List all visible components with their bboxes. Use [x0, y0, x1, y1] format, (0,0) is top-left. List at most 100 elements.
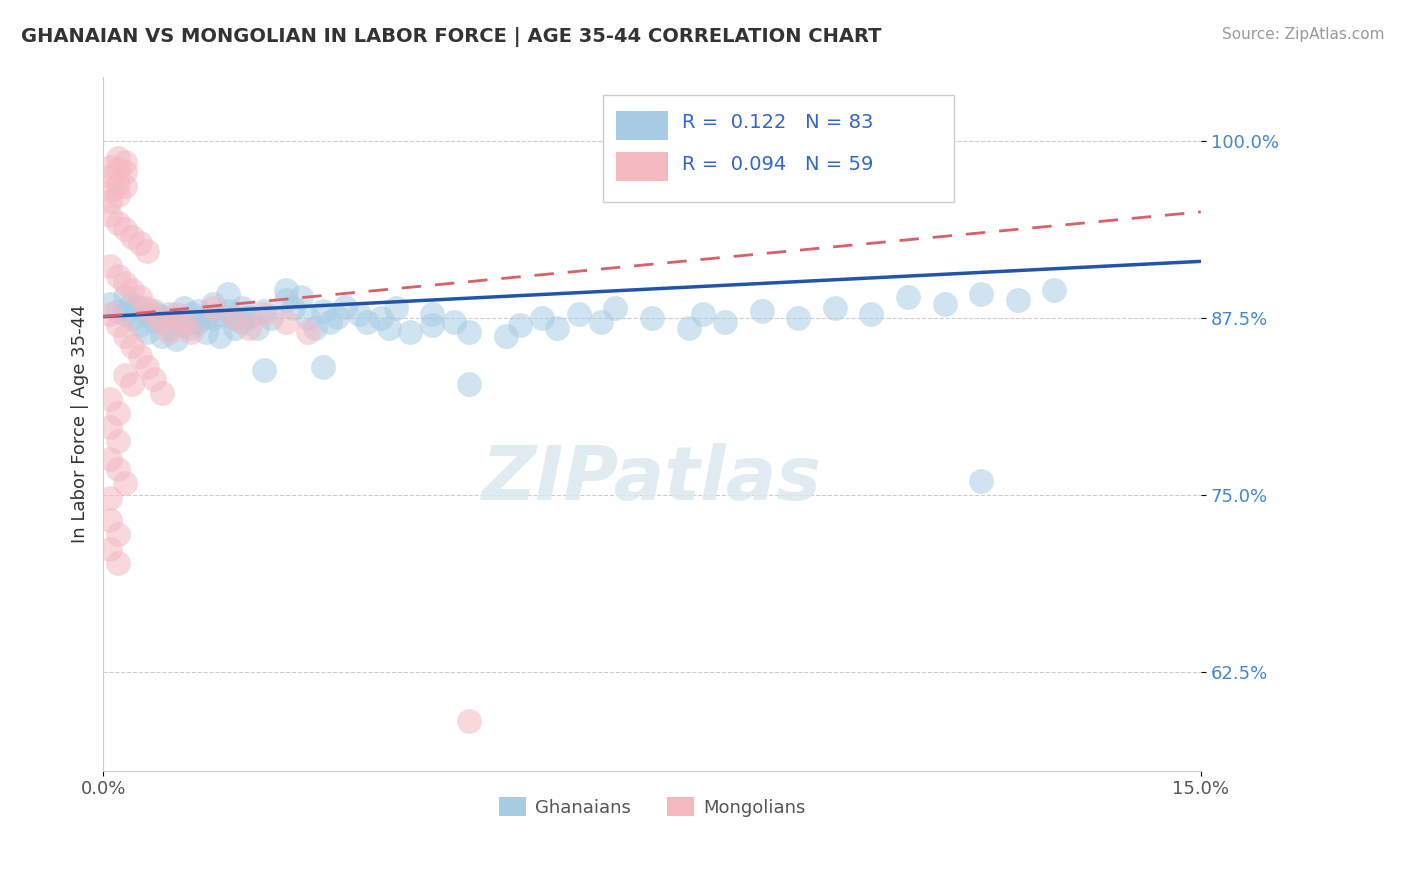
Point — [121, 310, 143, 325]
Point — [224, 321, 246, 335]
Point — [824, 301, 846, 315]
Point — [114, 307, 136, 321]
Point — [143, 304, 166, 318]
Point — [128, 301, 150, 315]
Point — [100, 208, 122, 222]
Point — [290, 290, 312, 304]
Point — [458, 377, 481, 392]
Point — [128, 349, 150, 363]
Point — [100, 160, 122, 174]
Point — [201, 310, 224, 325]
Point — [100, 194, 122, 208]
Point — [121, 283, 143, 297]
Point — [100, 259, 122, 273]
Point — [157, 307, 180, 321]
Point — [224, 310, 246, 325]
Point — [121, 339, 143, 353]
Point — [143, 307, 166, 321]
FancyBboxPatch shape — [603, 95, 953, 202]
Point — [238, 310, 260, 324]
Point — [121, 230, 143, 244]
Point — [568, 307, 591, 321]
Point — [136, 301, 159, 315]
Point — [304, 321, 326, 335]
Point — [100, 392, 122, 406]
Point — [194, 310, 217, 324]
Point — [121, 377, 143, 392]
Point — [209, 307, 232, 321]
Point — [107, 216, 129, 230]
Point — [180, 307, 202, 321]
Point — [114, 329, 136, 343]
Point — [114, 476, 136, 491]
Point — [100, 297, 122, 311]
Point — [100, 420, 122, 434]
Point — [253, 304, 276, 318]
Point — [107, 177, 129, 191]
Point — [897, 290, 920, 304]
Point — [114, 165, 136, 179]
Point — [422, 318, 444, 332]
Point — [107, 162, 129, 177]
Point — [100, 541, 122, 556]
Point — [157, 325, 180, 339]
Point — [385, 301, 408, 315]
Point — [173, 301, 195, 315]
Point — [136, 360, 159, 375]
Point — [107, 304, 129, 318]
Point — [678, 321, 700, 335]
Point — [283, 301, 305, 315]
Point — [495, 329, 517, 343]
Point — [150, 386, 173, 401]
Point — [274, 315, 297, 329]
Point — [136, 325, 159, 339]
Point — [751, 304, 773, 318]
Point — [100, 513, 122, 527]
Point — [107, 434, 129, 448]
Point — [100, 184, 122, 198]
Point — [150, 329, 173, 343]
Point — [187, 315, 209, 329]
Point — [143, 372, 166, 386]
Point — [509, 318, 531, 332]
Point — [217, 286, 239, 301]
Point — [311, 304, 333, 318]
Point — [970, 286, 993, 301]
Point — [143, 314, 166, 328]
Point — [231, 315, 253, 329]
Point — [107, 151, 129, 165]
Point — [297, 310, 319, 325]
Point — [150, 310, 173, 324]
Point — [356, 315, 378, 329]
Point — [100, 452, 122, 467]
Point — [114, 155, 136, 169]
Point — [107, 462, 129, 476]
Point — [107, 527, 129, 541]
Point — [714, 315, 737, 329]
Point — [128, 290, 150, 304]
Point — [333, 300, 356, 314]
Point — [860, 307, 883, 321]
Point — [136, 244, 159, 259]
Point — [165, 307, 187, 321]
Point — [121, 297, 143, 311]
Text: R =  0.122   N = 83: R = 0.122 N = 83 — [682, 113, 873, 132]
Point — [326, 310, 349, 324]
Point — [114, 368, 136, 382]
Point — [209, 329, 232, 343]
Point — [370, 310, 392, 325]
Point — [546, 321, 568, 335]
Point — [114, 179, 136, 194]
Text: ZIPatlas: ZIPatlas — [482, 443, 823, 516]
Point — [443, 315, 465, 329]
Point — [201, 301, 224, 315]
Point — [319, 315, 342, 329]
Point — [165, 332, 187, 346]
Point — [107, 187, 129, 202]
Point — [641, 310, 664, 325]
Point — [274, 293, 297, 307]
Text: R =  0.094   N = 59: R = 0.094 N = 59 — [682, 154, 873, 174]
Point — [194, 325, 217, 339]
Bar — [616, 111, 668, 140]
Point — [224, 310, 246, 325]
